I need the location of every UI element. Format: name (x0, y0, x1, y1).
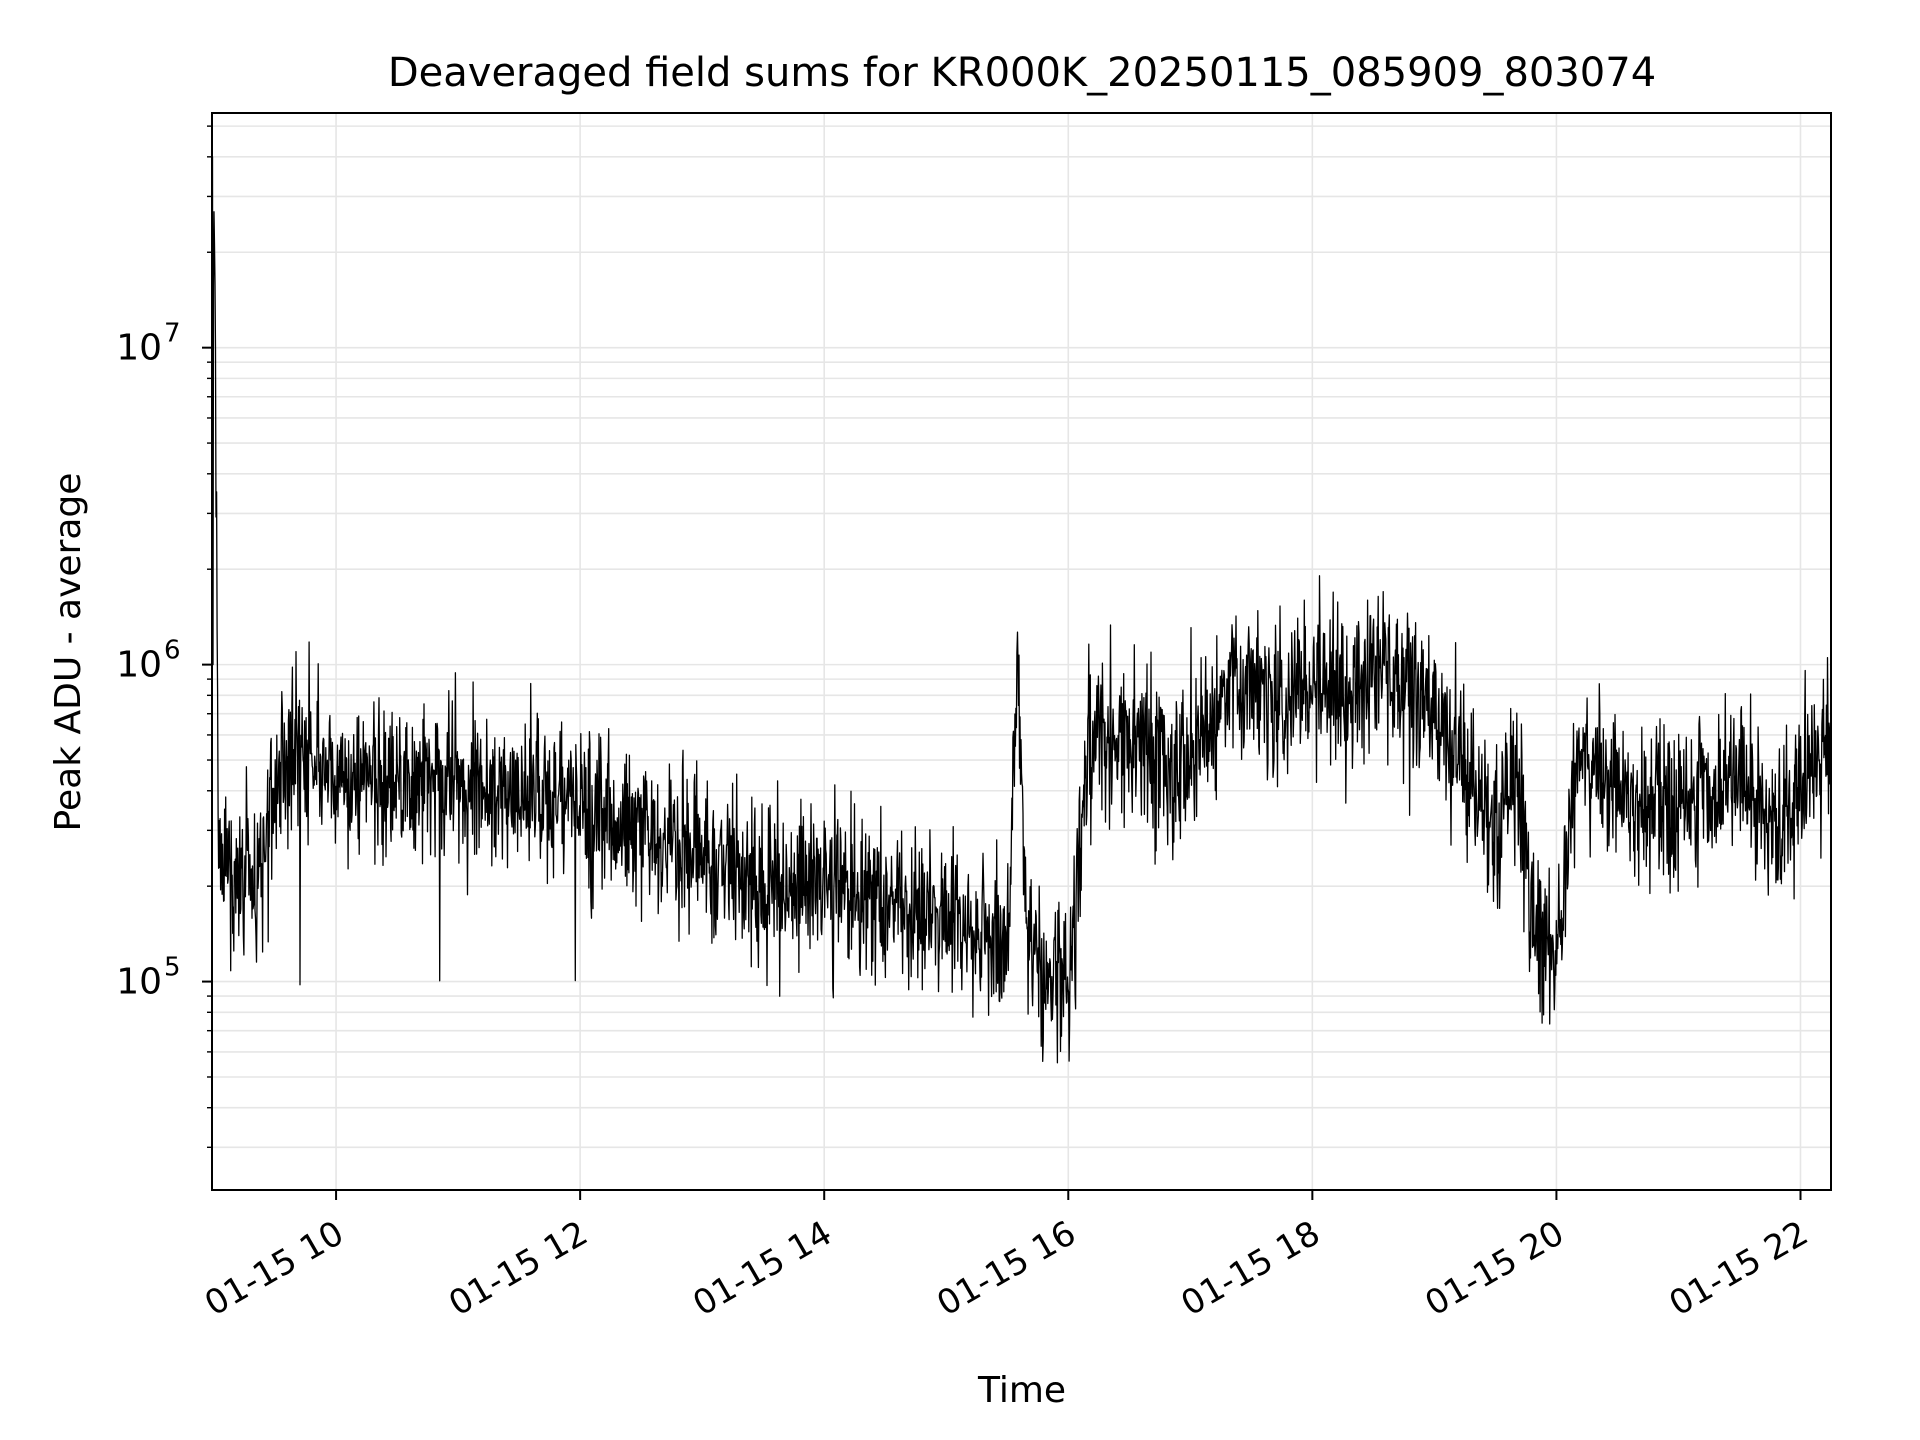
plot-frame (211, 112, 1832, 1191)
y-tick-base: 10 (116, 328, 162, 369)
y-tick-base: 10 (116, 645, 162, 686)
data-series (211, 156, 1832, 1064)
y-tick-exponent: 5 (164, 953, 181, 983)
y-tick-base: 10 (116, 962, 162, 1003)
y-tick-label: 10 (116, 645, 162, 686)
y-tick-exponent: 6 (164, 636, 181, 666)
y-tick-label: 10 (116, 962, 162, 1003)
y-tick-label: 10 (116, 328, 162, 369)
y-tick-exponent: 7 (164, 319, 181, 349)
grid-lines (212, 113, 1831, 1190)
series-line (211, 156, 1832, 1064)
x-axis-label: Time (977, 1370, 1066, 1411)
chart-title: Deaveraged field sums for KR000K_2025011… (388, 50, 1656, 96)
y-axis-label: Peak ADU - average (48, 473, 89, 832)
